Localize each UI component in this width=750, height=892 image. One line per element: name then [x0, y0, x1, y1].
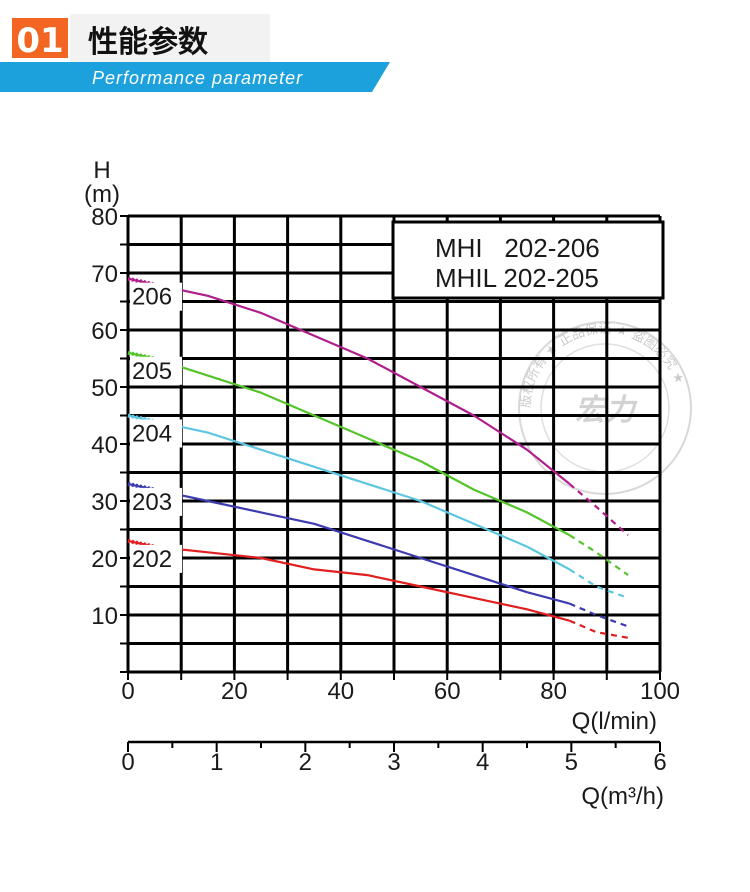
curve-start-204 — [127, 413, 156, 424]
header: 01 性能参数 Performance parameter — [0, 14, 390, 92]
header-number: 01 — [16, 21, 63, 61]
y-tick-label: 20 — [91, 546, 118, 573]
watermark-ring — [518, 321, 692, 495]
header-band — [0, 62, 390, 92]
curve-label-204: 204 — [132, 421, 172, 448]
curve-start-205 — [127, 350, 156, 361]
x2-tick-label: 4 — [476, 749, 489, 776]
y-tick-label: 80 — [91, 204, 118, 231]
curve-start-202 — [127, 538, 156, 549]
legend-line-2: MHIL 202-205 — [435, 263, 599, 293]
curve-204: 204 — [127, 413, 629, 599]
x-tick-label: 60 — [434, 678, 461, 705]
header-title: 性能参数 — [88, 25, 209, 60]
curve-label-205: 205 — [132, 358, 172, 385]
x2-tick-label: 3 — [387, 749, 400, 776]
x2-tick-label: 0 — [121, 749, 134, 776]
y-tick-label: 10 — [91, 603, 118, 630]
curve-label-bg — [130, 487, 182, 516]
x-axis-title: Q(l/min) — [572, 708, 657, 735]
x2-axis-title: Q(m³/h) — [581, 783, 664, 810]
x2-tick-label: 2 — [299, 749, 312, 776]
x-tick-label: 80 — [540, 678, 567, 705]
curve-label-203: 203 — [132, 489, 172, 516]
curve-dash-206 — [568, 483, 629, 537]
x-tick-label: 0 — [121, 678, 134, 705]
x2-tick-label: 1 — [210, 749, 223, 776]
y-tick-label: 70 — [91, 261, 118, 288]
header-title-panel — [70, 14, 270, 62]
curve-label-bg — [130, 282, 182, 311]
curve-start-203 — [127, 481, 156, 492]
x-tick-label: 40 — [327, 678, 354, 705]
curve-dash-204 — [568, 568, 629, 599]
curve-start-206 — [127, 276, 156, 287]
watermark-stamp: 版权所有 ★ 正品保证 ★ 盗图必究 ★ 宏力 — [518, 321, 692, 495]
y-axis-unit: (m) — [84, 181, 120, 208]
x-tick-label: 100 — [640, 678, 680, 705]
curve-label-bg — [130, 544, 182, 573]
x-tick-label: 20 — [221, 678, 248, 705]
y-tick-label: 30 — [91, 489, 118, 516]
curve-202: 202 — [127, 538, 629, 639]
curve-line-204 — [127, 414, 571, 571]
y-tick-label: 60 — [91, 318, 118, 345]
curves: 206 205 204 203 202 — [127, 276, 629, 639]
curve-label-206: 206 — [132, 284, 172, 311]
secondary-x-axis: 0 1 2 3 4 5 6 — [121, 740, 667, 776]
curve-label-202: 202 — [132, 546, 172, 573]
x2-tick-label: 6 — [653, 749, 666, 776]
curve-dash-202 — [569, 619, 629, 639]
y-tick-labels: 10 20 30 40 50 60 70 80 — [91, 204, 118, 630]
x-tick-labels: 0 20 40 60 80 100 — [121, 678, 680, 705]
y-tick-label: 40 — [91, 432, 118, 459]
curve-label-bg — [130, 356, 182, 385]
header-subtitle: Performance parameter — [92, 68, 303, 88]
curve-206: 206 — [127, 276, 629, 537]
curve-203: 203 — [127, 481, 629, 628]
curve-line-206 — [127, 277, 571, 485]
x2-tick-label: 5 — [565, 749, 578, 776]
curve-205: 205 — [127, 350, 629, 576]
curve-line-202 — [127, 539, 570, 622]
legend-box — [391, 220, 665, 300]
header-number-box — [12, 18, 68, 58]
curve-dash-205 — [568, 534, 629, 576]
curve-label-bg — [130, 419, 182, 448]
y-tick-label: 50 — [91, 375, 118, 402]
y-axis-title: H — [93, 157, 110, 184]
legend-line-1: MHI 202-206 — [435, 233, 600, 263]
